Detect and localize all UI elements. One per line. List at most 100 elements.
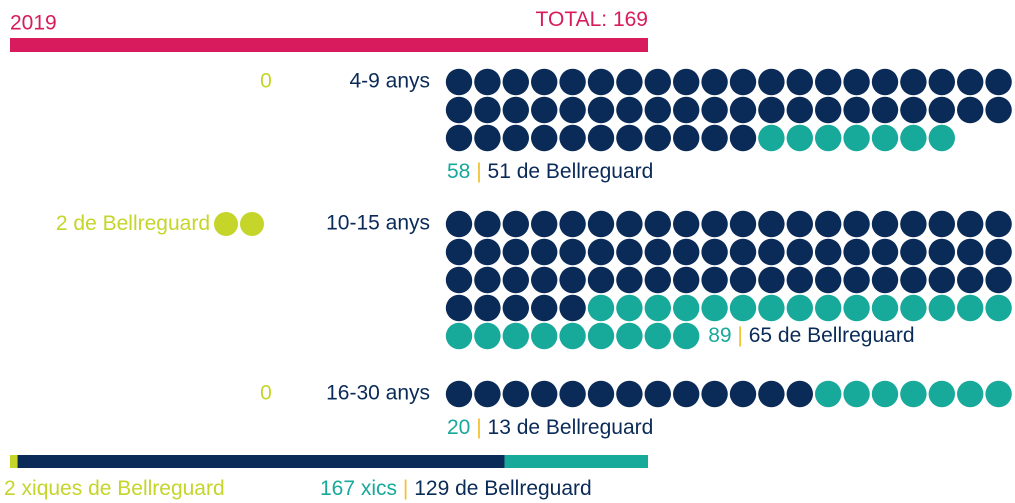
local-dot xyxy=(445,294,473,322)
separator: | xyxy=(737,324,742,347)
local-dot xyxy=(474,294,501,322)
other-dot xyxy=(957,380,984,408)
other-dot xyxy=(644,322,671,350)
stat-label: 2 de Bellreguard xyxy=(56,212,210,235)
footer-boys: 167 xyxy=(320,477,355,500)
local-dot xyxy=(502,210,529,238)
local-dot xyxy=(616,124,643,152)
local-dot xyxy=(502,68,529,96)
local-dot xyxy=(843,210,870,238)
local-dot xyxy=(786,210,813,238)
local-segment xyxy=(17,455,505,468)
other-dot xyxy=(815,294,842,322)
year: 2019 xyxy=(10,12,57,35)
local-dot xyxy=(957,96,984,124)
local-dot xyxy=(843,238,870,266)
local-dot xyxy=(587,380,615,408)
group-label: 16-30 anys xyxy=(326,382,430,405)
other-segment xyxy=(504,455,648,468)
other-dot xyxy=(815,124,842,152)
local-dot xyxy=(559,210,586,238)
local-dot xyxy=(616,96,643,124)
other-dot xyxy=(786,294,813,322)
local-dot xyxy=(701,266,728,294)
local-dot xyxy=(815,68,842,96)
other-dot xyxy=(843,380,870,408)
footer-place: de Bellreguard xyxy=(455,477,592,500)
local-dot xyxy=(985,96,1012,124)
local-dot xyxy=(587,124,615,152)
other-dot xyxy=(900,380,927,408)
local-dot xyxy=(729,68,757,96)
other-dot xyxy=(758,294,785,322)
local-dot xyxy=(644,96,671,124)
local-dot xyxy=(531,380,558,408)
local-dot xyxy=(502,266,529,294)
total-bar xyxy=(10,38,648,52)
local-dot xyxy=(445,210,473,238)
other-dot xyxy=(900,124,927,152)
local-dot xyxy=(871,238,899,266)
local-dot xyxy=(701,238,728,266)
local-dot xyxy=(502,380,529,408)
total: TOTAL: 169 xyxy=(536,8,648,31)
local-dot xyxy=(616,266,643,294)
local-dot xyxy=(701,380,728,408)
local-dot xyxy=(957,68,984,96)
group-local: 13 xyxy=(488,416,511,439)
local-dot xyxy=(559,68,586,96)
stat-label: 58 | 51 de Bellreguard xyxy=(447,160,653,183)
group-local: 65 xyxy=(749,324,772,347)
other-dot xyxy=(729,294,757,322)
total-label: TOTAL: xyxy=(536,8,608,31)
local-dot xyxy=(701,68,728,96)
local-dot xyxy=(701,96,728,124)
local-dot xyxy=(673,266,700,294)
other-dot xyxy=(871,380,899,408)
other-dot xyxy=(815,380,842,408)
other-dot xyxy=(900,294,927,322)
local-dot xyxy=(559,266,586,294)
local-dot xyxy=(928,68,955,96)
other-dot xyxy=(985,294,1012,322)
local-dot xyxy=(474,238,501,266)
separator: | xyxy=(476,160,481,183)
local-dot xyxy=(673,124,700,152)
local-dot xyxy=(502,96,529,124)
local-dot xyxy=(928,266,955,294)
local-dot xyxy=(729,380,757,408)
stat-label: 89 | 65 de Bellreguard xyxy=(708,324,914,347)
other-dot xyxy=(758,124,785,152)
local-dot xyxy=(843,96,870,124)
local-dot xyxy=(445,68,473,96)
local-dot xyxy=(758,266,785,294)
local-dot xyxy=(900,96,927,124)
local-dot xyxy=(644,380,671,408)
local-dot xyxy=(900,238,927,266)
local-dot xyxy=(531,210,558,238)
group-total: 58 xyxy=(447,160,470,183)
local-dot xyxy=(957,238,984,266)
local-dot xyxy=(616,238,643,266)
local-dot xyxy=(758,210,785,238)
local-dot xyxy=(900,266,927,294)
other-dot xyxy=(616,322,643,350)
local-dot xyxy=(502,124,529,152)
stat-label: 20 | 13 de Bellreguard xyxy=(447,416,653,439)
local-dot xyxy=(673,210,700,238)
local-dot xyxy=(587,68,615,96)
local-dot xyxy=(587,96,615,124)
other-dot xyxy=(928,124,955,152)
total-value: 169 xyxy=(613,8,648,31)
local-dot xyxy=(445,266,473,294)
other-dot xyxy=(673,322,700,350)
other-dot xyxy=(957,294,984,322)
stat-label: 167 xics | 129 de Bellreguard xyxy=(320,477,592,500)
local-dot xyxy=(502,238,529,266)
local-dot xyxy=(871,266,899,294)
local-dot xyxy=(644,68,671,96)
group-label: 10-15 anys xyxy=(326,212,430,235)
footer-girls: 2 xyxy=(4,477,16,500)
local-dot xyxy=(985,266,1012,294)
local-dot xyxy=(474,124,501,152)
